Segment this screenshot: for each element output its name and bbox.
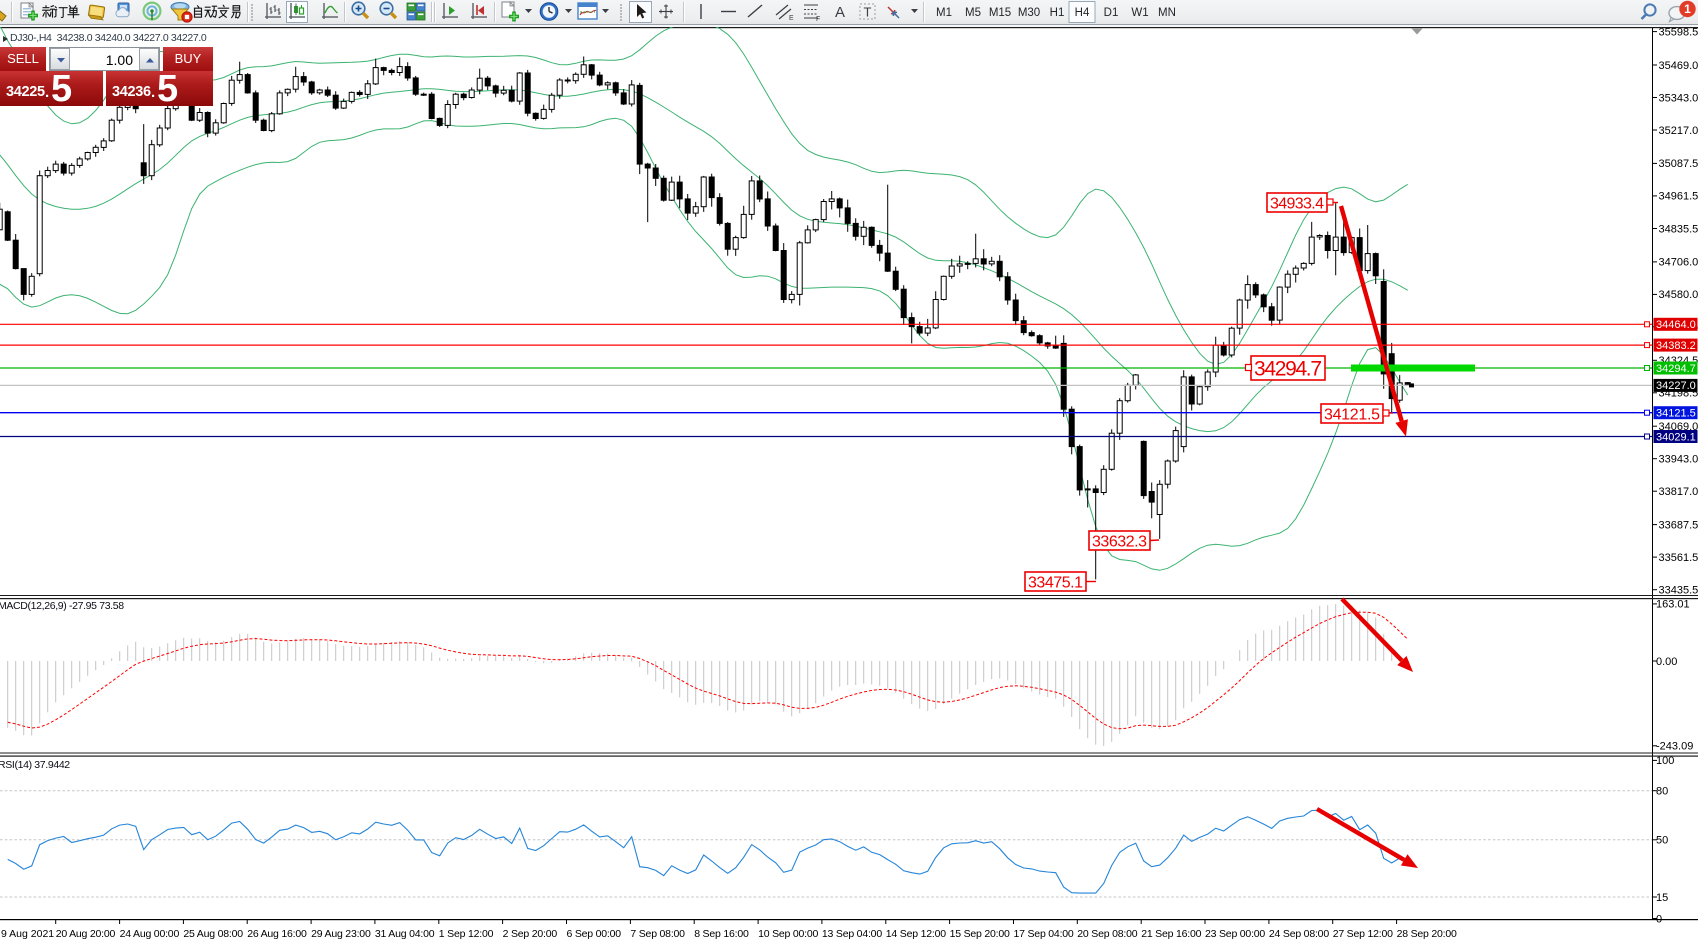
svg-text:24 Sep 08:00: 24 Sep 08:00 bbox=[1269, 928, 1329, 940]
svg-text:M1: M1 bbox=[936, 7, 952, 19]
svg-text:7 Sep 08:00: 7 Sep 08:00 bbox=[630, 928, 685, 940]
svg-text:17 Sep 04:00: 17 Sep 04:00 bbox=[1014, 928, 1074, 940]
svg-text:0.00: 0.00 bbox=[1656, 656, 1677, 668]
svg-text:MN: MN bbox=[1158, 7, 1176, 19]
svg-text:H1: H1 bbox=[1050, 7, 1065, 19]
svg-text:20 Sep 08:00: 20 Sep 08:00 bbox=[1077, 928, 1137, 940]
svg-text:RSI(14) 37.9442: RSI(14) 37.9442 bbox=[0, 759, 70, 771]
svg-text:13 Sep 04:00: 13 Sep 04:00 bbox=[822, 928, 882, 940]
svg-text:34464.0: 34464.0 bbox=[1656, 319, 1696, 331]
svg-text:24 Aug 00:00: 24 Aug 00:00 bbox=[120, 928, 180, 940]
svg-text:35217.0: 35217.0 bbox=[1659, 125, 1698, 137]
svg-text:DJ30-,H4 34238.0 34240.0 3422: DJ30-,H4 34238.0 34240.0 34227.0 34227.0 bbox=[10, 32, 207, 44]
svg-text:34580.0: 34580.0 bbox=[1659, 289, 1698, 301]
svg-text:33943.0: 33943.0 bbox=[1659, 454, 1698, 466]
svg-text:33632.3: 33632.3 bbox=[1092, 533, 1147, 550]
svg-text:8 Sep 16:00: 8 Sep 16:00 bbox=[694, 928, 749, 940]
svg-text:23 Sep 00:00: 23 Sep 00:00 bbox=[1205, 928, 1265, 940]
svg-text:80: 80 bbox=[1656, 786, 1668, 798]
svg-text:34933.4: 34933.4 bbox=[1270, 195, 1324, 212]
svg-text:F: F bbox=[816, 16, 820, 23]
svg-text:33475.1: 33475.1 bbox=[1028, 574, 1083, 591]
svg-text:-243.09: -243.09 bbox=[1656, 741, 1693, 753]
svg-text:33817.0: 33817.0 bbox=[1659, 486, 1698, 498]
svg-text:34294.7: 34294.7 bbox=[1254, 358, 1322, 381]
svg-text:34706.0: 34706.0 bbox=[1659, 257, 1698, 269]
svg-text:A: A bbox=[835, 4, 845, 21]
svg-text:W1: W1 bbox=[1131, 7, 1148, 19]
svg-text:M5: M5 bbox=[965, 7, 981, 19]
svg-text:15 Sep 20:00: 15 Sep 20:00 bbox=[950, 928, 1010, 940]
svg-text:1 Sep 12:00: 1 Sep 12:00 bbox=[439, 928, 494, 940]
svg-text:6 Sep 00:00: 6 Sep 00:00 bbox=[567, 928, 622, 940]
svg-text:26 Aug 16:00: 26 Aug 16:00 bbox=[247, 928, 307, 940]
svg-text:E: E bbox=[789, 15, 794, 22]
svg-text:28 Sep 20:00: 28 Sep 20:00 bbox=[1397, 928, 1457, 940]
svg-text:34383.2: 34383.2 bbox=[1656, 340, 1696, 352]
svg-text:34227.0: 34227.0 bbox=[1656, 380, 1696, 392]
svg-text:29 Aug 23:00: 29 Aug 23:00 bbox=[311, 928, 371, 940]
svg-text:21 Sep 16:00: 21 Sep 16:00 bbox=[1141, 928, 1201, 940]
svg-text:0: 0 bbox=[1656, 913, 1662, 925]
svg-text:100: 100 bbox=[1656, 755, 1674, 767]
svg-text:1: 1 bbox=[1684, 2, 1691, 16]
svg-text:163.01: 163.01 bbox=[1656, 599, 1690, 611]
svg-text:D1: D1 bbox=[1104, 7, 1119, 19]
svg-text:34121.5: 34121.5 bbox=[1324, 406, 1380, 423]
svg-text:9 Aug 2021: 9 Aug 2021 bbox=[1, 928, 54, 940]
svg-text:35469.0: 35469.0 bbox=[1659, 60, 1698, 72]
svg-text:35087.5: 35087.5 bbox=[1659, 158, 1698, 170]
svg-text:2 Sep 20:00: 2 Sep 20:00 bbox=[503, 928, 558, 940]
svg-text:33687.5: 33687.5 bbox=[1659, 519, 1698, 531]
svg-text:33435.5: 33435.5 bbox=[1659, 585, 1698, 597]
svg-text:27 Sep 12:00: 27 Sep 12:00 bbox=[1333, 928, 1393, 940]
svg-text:33561.5: 33561.5 bbox=[1659, 552, 1698, 564]
svg-text:10 Sep 00:00: 10 Sep 00:00 bbox=[758, 928, 818, 940]
svg-text:H4: H4 bbox=[1075, 7, 1090, 19]
svg-text:M30: M30 bbox=[1018, 7, 1040, 19]
svg-text:34961.5: 34961.5 bbox=[1659, 191, 1698, 203]
svg-text:50: 50 bbox=[1656, 835, 1668, 847]
svg-text:M15: M15 bbox=[989, 7, 1011, 19]
svg-text:20 Aug 20:00: 20 Aug 20:00 bbox=[56, 928, 116, 940]
svg-text:34029.1: 34029.1 bbox=[1656, 431, 1696, 443]
svg-text:34121.5: 34121.5 bbox=[1656, 408, 1696, 420]
svg-text:34835.5: 34835.5 bbox=[1659, 223, 1698, 235]
svg-text:15: 15 bbox=[1656, 892, 1668, 904]
svg-text:34294.7: 34294.7 bbox=[1656, 363, 1696, 375]
svg-text:35598.5: 35598.5 bbox=[1659, 26, 1698, 38]
svg-text:35343.0: 35343.0 bbox=[1659, 92, 1698, 104]
svg-text:MACD(12,26,9) -27.95 73.58: MACD(12,26,9) -27.95 73.58 bbox=[0, 600, 124, 612]
svg-text:25 Aug 08:00: 25 Aug 08:00 bbox=[183, 928, 243, 940]
svg-text:T: T bbox=[864, 5, 872, 20]
svg-text:31 Aug 04:00: 31 Aug 04:00 bbox=[375, 928, 435, 940]
svg-text:14 Sep 12:00: 14 Sep 12:00 bbox=[886, 928, 946, 940]
